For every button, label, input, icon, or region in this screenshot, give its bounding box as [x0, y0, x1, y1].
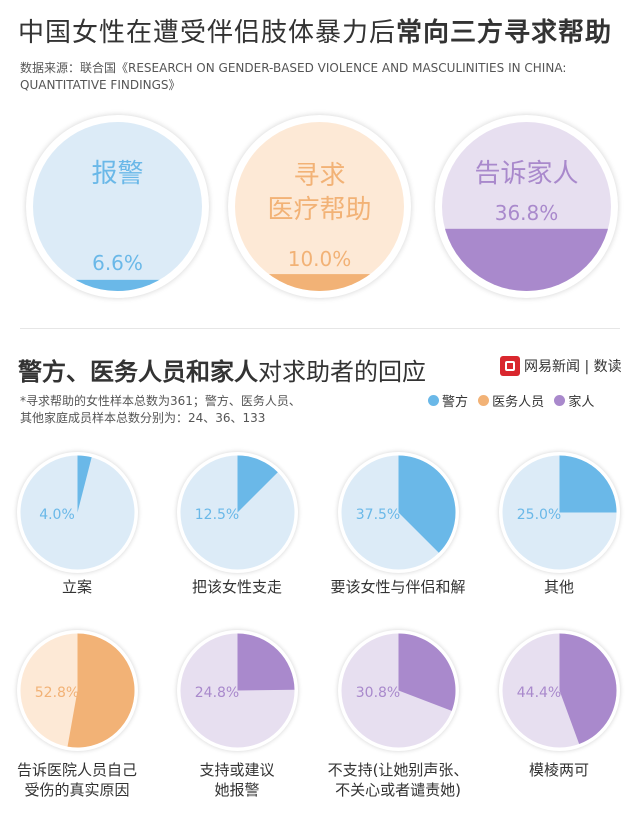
- pie-5-slice: [237, 633, 295, 691]
- pie-3-slice: [559, 455, 617, 513]
- pie-6-label: 不支持(让她别声张、 不关心或者谴责她): [327, 761, 469, 799]
- big-circle-1-fill: [235, 274, 404, 291]
- pie-3: 25.0%: [499, 452, 620, 573]
- big-circle-2-fill: [442, 228, 611, 291]
- pie-4-slice: [67, 633, 135, 748]
- brand-text: 网易新闻 | 数读: [524, 359, 622, 375]
- big-circle-medical-help: 寻求 医疗帮助 10.0%: [228, 115, 411, 298]
- pie-4-svg: [20, 633, 135, 748]
- pie-4: 52.8%: [17, 630, 138, 751]
- pie-0-slice: [77, 455, 92, 513]
- big-circle-report-police: 报警 6.6%: [26, 115, 209, 298]
- pie-6-value: 30.8%: [355, 685, 401, 701]
- pie-6-svg: [341, 633, 456, 748]
- pie-5: 24.8%: [177, 630, 298, 751]
- big-circle-0-fill: [33, 279, 202, 291]
- pie-7-value: 44.4%: [516, 685, 562, 701]
- section2-title-bold: 警方、医务人员和家人: [18, 358, 258, 386]
- pie-0-label: 立案: [61, 578, 92, 596]
- legend-label-medical: 医务人员: [492, 395, 545, 410]
- pie-6-slice: [398, 633, 456, 711]
- pie-1-slice: [237, 455, 278, 513]
- pie-2-svg: [341, 455, 456, 570]
- pie-5-label: 支持或建议 她报警: [199, 761, 275, 799]
- page-title: 中国女性在遭受伴侣肢体暴力后常向三方寻求帮助: [18, 12, 612, 49]
- pie-2: 37.5%: [338, 452, 459, 573]
- pie-1: 12.5%: [177, 452, 298, 573]
- section2-title: 警方、医务人员和家人对求助者的回应: [18, 352, 426, 387]
- pie-6: 30.8%: [338, 630, 459, 751]
- big-circle-2-label: 告诉家人: [474, 159, 579, 189]
- big-circle-tell-family: 告诉家人 36.8%: [435, 115, 618, 298]
- legend-dot-police: [428, 395, 439, 406]
- big-circle-0-svg: [33, 122, 202, 291]
- brand-logo: 网易新闻 | 数读: [500, 356, 622, 376]
- legend-dot-medical: [478, 395, 490, 406]
- pie-7-svg: [502, 633, 617, 748]
- pie-2-label: 要该女性与伴侣和解: [330, 578, 466, 596]
- pie-2-slice: [398, 455, 456, 553]
- big-circle-0-bg: [33, 122, 202, 291]
- big-circle-1-svg: [235, 122, 404, 291]
- legend: 警方 医务人员 家人: [422, 391, 594, 410]
- section2-title-plain: 对求助者的回应: [258, 358, 426, 386]
- big-circle-1-label: 寻求 医疗帮助: [267, 161, 372, 225]
- big-circle-2-svg: [442, 122, 611, 291]
- legend-label-police: 警方: [442, 395, 469, 410]
- legend-dot-family: [554, 395, 566, 406]
- big-circle-0-value: 6.6%: [92, 251, 143, 275]
- big-circle-2-value: 36.8%: [494, 201, 559, 225]
- section-divider: [20, 328, 620, 329]
- pie-3-svg: [502, 455, 617, 570]
- big-circle-0-label: 报警: [91, 159, 144, 189]
- pie-7-label: 模棱两可: [528, 761, 589, 779]
- pie-5-value: 24.8%: [194, 685, 240, 701]
- pie-1-label: 把该女性支走: [191, 578, 282, 596]
- pie-5-svg: [180, 633, 295, 748]
- pie-3-label: 其他: [543, 578, 574, 596]
- pie-7: 44.4%: [499, 630, 620, 751]
- pie-4-value: 52.8%: [34, 685, 80, 701]
- big-circle-1-bg: [235, 122, 404, 291]
- pie-2-value: 37.5%: [355, 507, 401, 523]
- legend-label-family: 家人: [568, 395, 595, 410]
- title-plain: 中国女性在遭受伴侣肢体暴力后: [18, 18, 397, 48]
- sample-note: *寻求帮助的女性样本总数为361；警方、医务人员、 其他家庭成员样本总数分别为：…: [20, 394, 301, 425]
- title-bold: 常向三方寻求帮助: [396, 18, 613, 48]
- pie-1-value: 12.5%: [194, 507, 240, 523]
- netease-logo-icon: [500, 356, 520, 376]
- big-circle-1-value: 10.0%: [287, 247, 352, 271]
- pie-1-svg: [180, 455, 295, 570]
- pie-0-svg: [20, 455, 135, 570]
- pie-7-slice: [559, 633, 617, 745]
- pie-4-label: 告诉医院人员自己 受伤的真实原因: [16, 761, 137, 799]
- pie-0: 4.0%: [17, 452, 138, 573]
- pie-3-value: 25.0%: [516, 507, 562, 523]
- source-note: 数据来源：联合国《RESEARCH ON GENDER-BASED VIOLEN…: [20, 61, 567, 92]
- pie-0-value: 4.0%: [39, 507, 75, 523]
